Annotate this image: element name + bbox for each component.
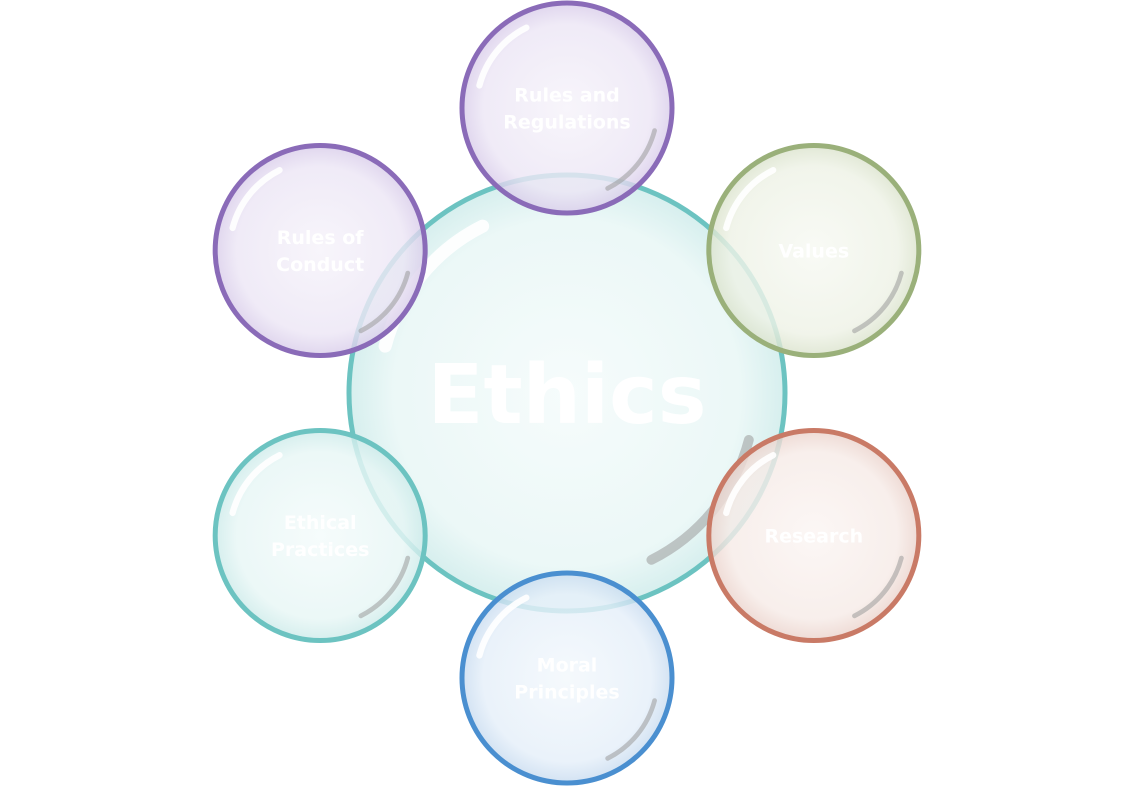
node-label: Ethical [284, 512, 357, 534]
node-moral-principles: Moral Principles [459, 570, 675, 786]
node-ethical-practices: Ethical Practices [212, 428, 428, 643]
node-label: Values [778, 241, 849, 263]
center-label: Ethics [427, 348, 706, 443]
node-label: Principles [514, 682, 619, 704]
node-values: Values [706, 143, 922, 358]
node-label: Practices [271, 539, 369, 561]
node-label: Conduct [276, 254, 364, 276]
node-rules-and-regulations: Rules and Regulations [459, 0, 675, 216]
center-circle: Ethics [346, 172, 788, 614]
node-label: Rules and [514, 85, 619, 107]
node-research: Research [706, 428, 922, 643]
node-label: Moral [537, 655, 598, 677]
node-label: Rules of [277, 227, 365, 249]
node-rules-of-conduct: Rules of Conduct [212, 143, 428, 358]
node-label: Regulations [503, 112, 630, 134]
node-label: Research [764, 526, 863, 548]
